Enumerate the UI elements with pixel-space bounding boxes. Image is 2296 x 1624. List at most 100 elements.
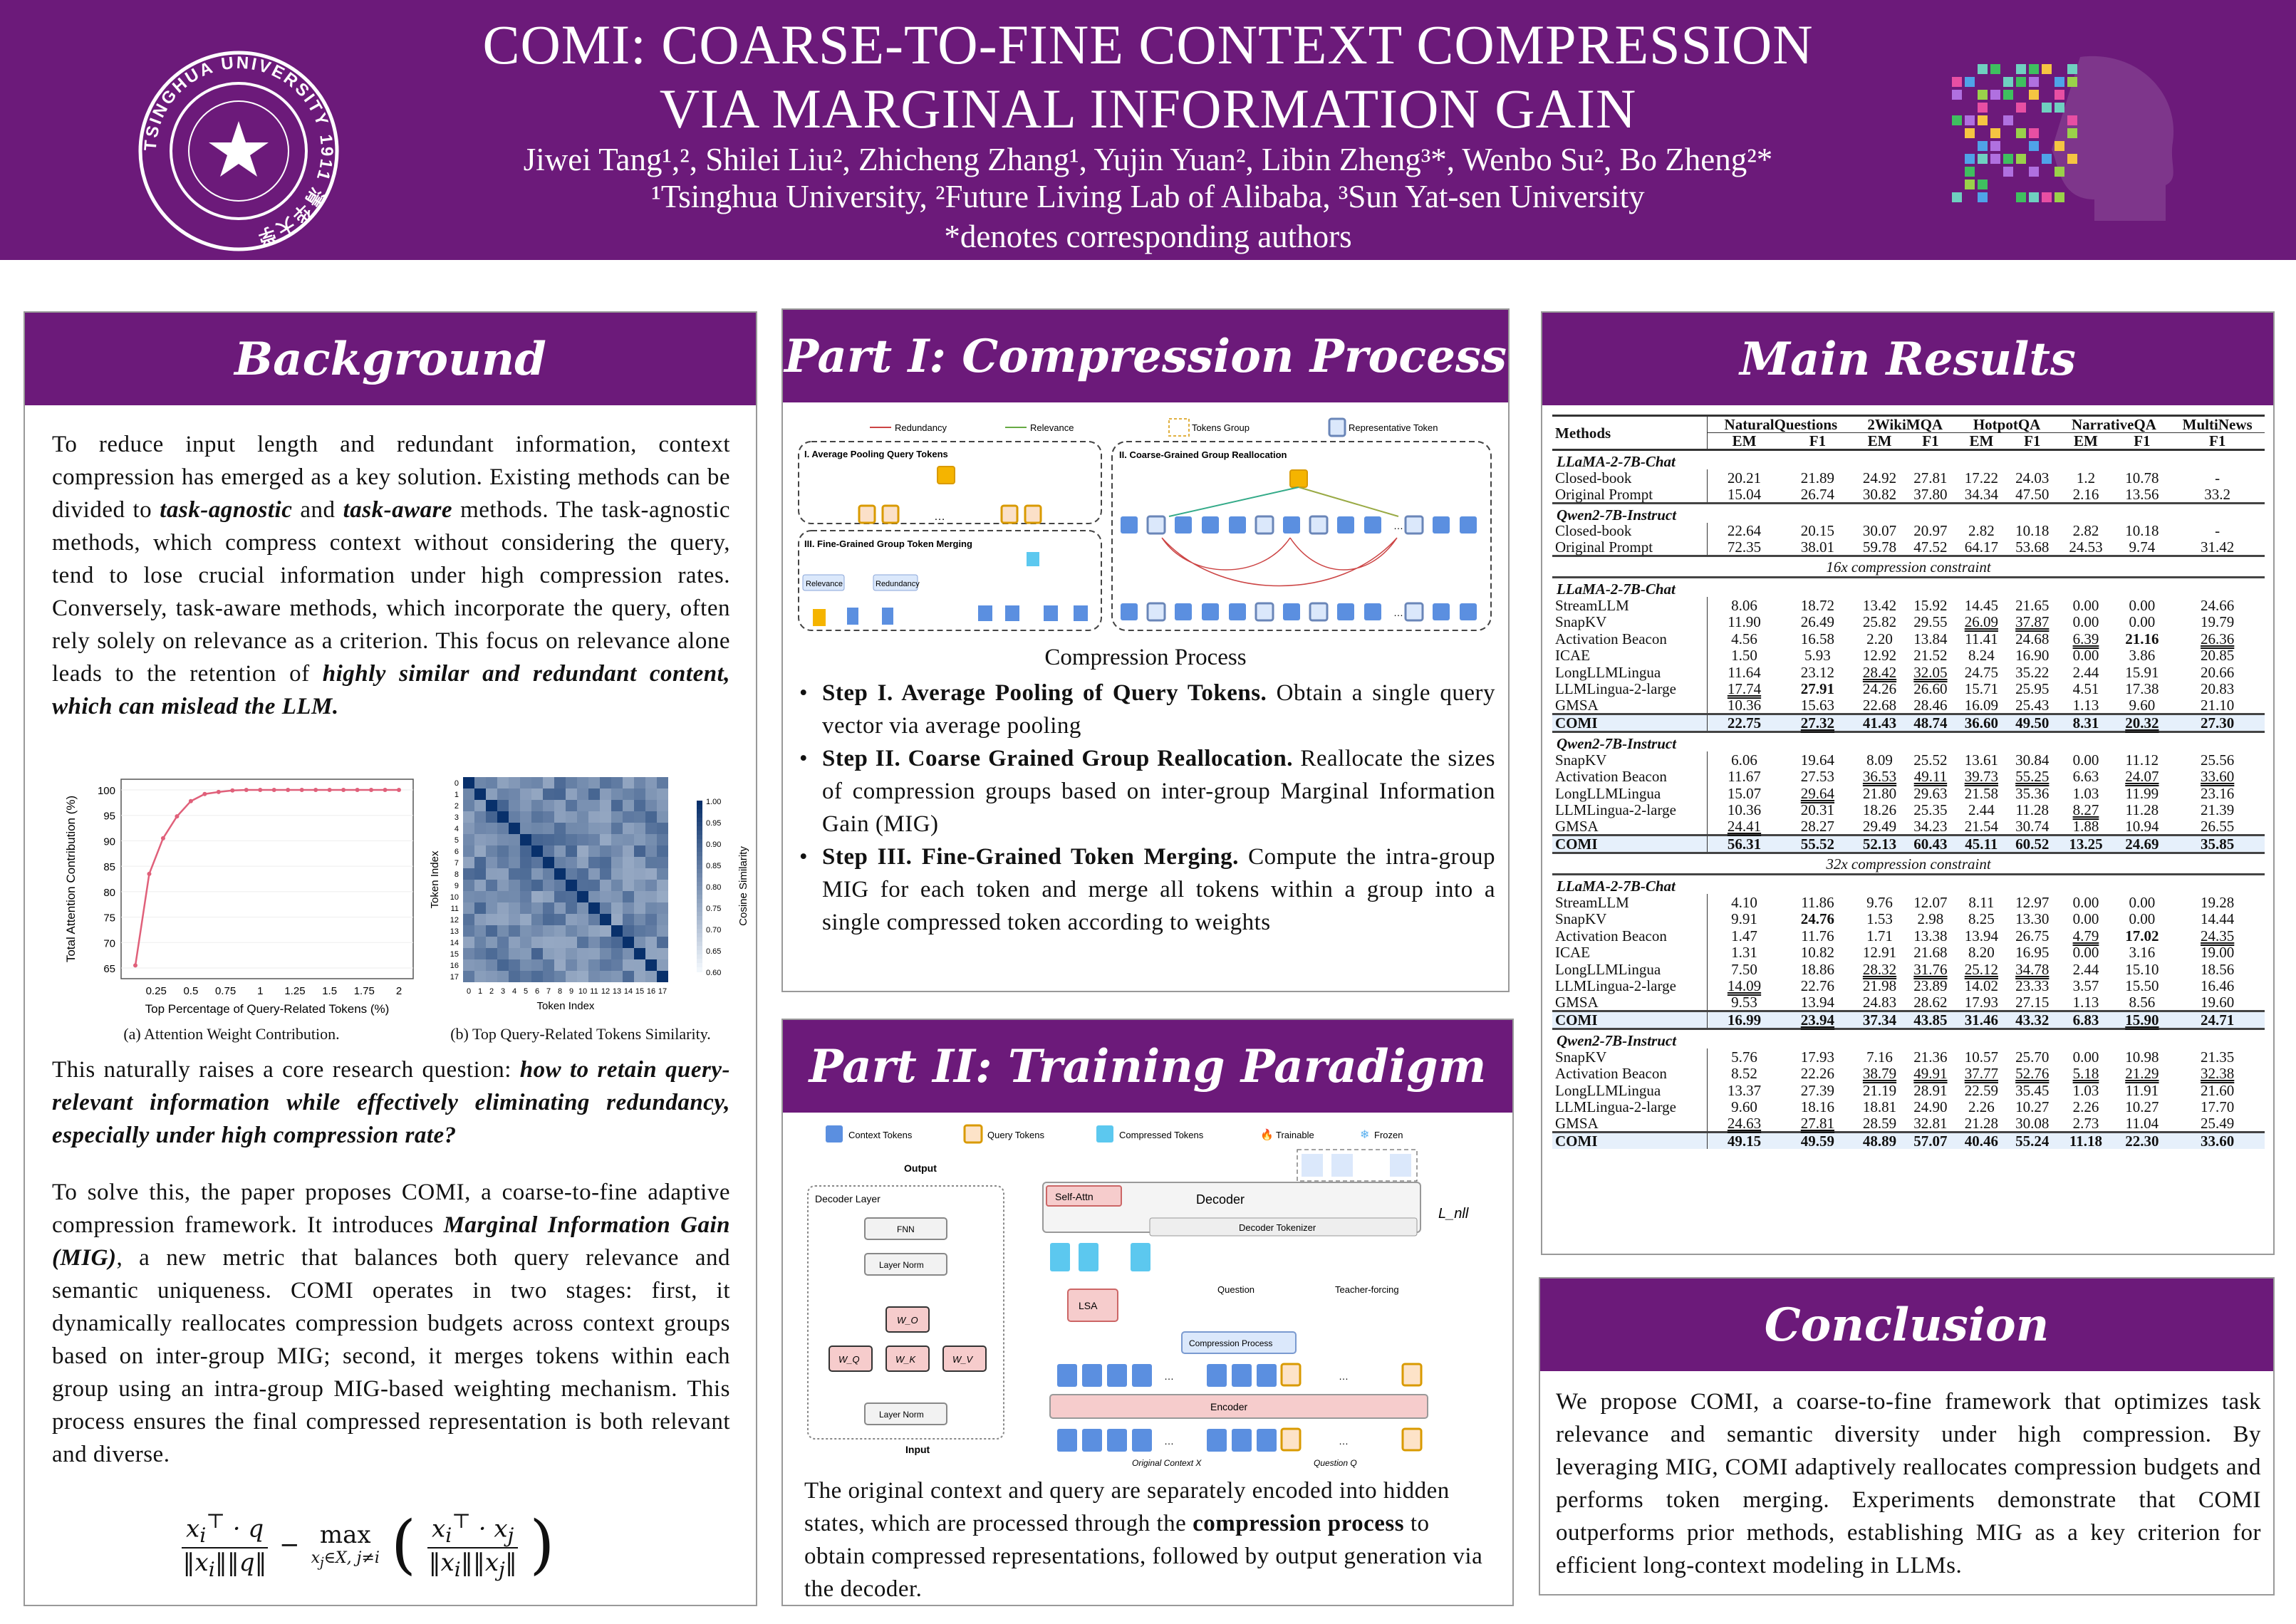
table-cell: 40.46 (1955, 1131, 2007, 1149)
colorbar-segment (697, 878, 702, 883)
svg-text:Compression Process: Compression Process (1189, 1338, 1272, 1348)
heatmap-cell (486, 925, 497, 937)
svg-text:W_O: W_O (897, 1315, 918, 1326)
table-cell: 24.03 (2015, 469, 2050, 486)
table-cell: 25.70 (2015, 1048, 2050, 1066)
table-row: Original Prompt 72.35 38.01 59.78 47.52 64.17… (1552, 539, 2265, 556)
heatmap-cell (566, 902, 577, 914)
x-tick-label: 13 (613, 987, 621, 996)
heatmap-cell (600, 788, 611, 800)
heatmap-cell (531, 777, 543, 788)
table-row: Activation Beacon 8.52 22.26 38.79 49.91 37.7… (1552, 1065, 2265, 1082)
heatmap-cell (554, 971, 566, 982)
table-cell: 0.00 (2072, 751, 2099, 769)
conclusion-panel: Conclusion We propose COMI, a coarse-to-… (1539, 1277, 2275, 1596)
background-panel: Background To reduce input length and re… (24, 311, 757, 1606)
colorbar-segment (697, 903, 702, 908)
table-cell: 7.50 (1731, 960, 1757, 978)
question-q-label: Question Q (1314, 1458, 1357, 1468)
colorbar-segment (697, 873, 702, 878)
table-cell: 9.60 (2129, 697, 2156, 714)
heatmap-cell (600, 845, 611, 857)
heatmap-cell (474, 959, 486, 971)
heatmap-cell (645, 914, 657, 925)
table-row: GMSA 24.63 27.81 28.59 32.81 21.28 30.08 2.73 11… (1552, 1115, 2265, 1133)
table-cell: 1.13 (2072, 697, 2099, 714)
table-cell: 27.53 (1800, 768, 1835, 786)
table-cell: EM (1707, 432, 1782, 451)
table-cell: LLaMA-2-7B-Chat (1557, 453, 1676, 470)
table-cell: 37.87 (2015, 613, 2050, 631)
heatmap-cell (600, 937, 611, 948)
table-row: StreamLLM 4.10 11.86 9.76 12.07 8.11 12.97 0.00… (1552, 894, 2265, 911)
heatmap-cell (497, 788, 509, 800)
heatmap-cell (600, 948, 611, 959)
table-cell: 2.82 (2072, 522, 2099, 540)
table-cell: 16.90 (2015, 647, 2050, 665)
table-cell: 25.43 (2015, 697, 2050, 714)
table-cell: 21.52 (1913, 647, 1948, 665)
table-cell: 26.09 (1964, 613, 1998, 631)
heatmap-cell (509, 868, 520, 880)
table-cell: 28.46 (1913, 697, 1948, 714)
x-tick-label: 16 (647, 987, 655, 996)
table-cell: 23.12 (1800, 663, 1835, 681)
table-cell: 2.26 (1968, 1098, 1995, 1116)
colorbar-segment (697, 929, 702, 934)
table-cell: 34.23 (1913, 818, 1948, 835)
heatmap-cell (486, 811, 497, 823)
heatmap-cell (657, 925, 668, 937)
table-cell: 0.00 (2072, 1048, 2099, 1066)
table-cell: 30.84 (2015, 751, 2050, 769)
colorbar-segment (697, 801, 702, 806)
heatmap-cell (509, 971, 520, 982)
colorbar-segment (697, 967, 702, 972)
heatmap-cell (554, 777, 566, 788)
heatmap-cell (566, 845, 577, 857)
heatmap-cell (645, 811, 657, 823)
table-cell: 55.52 (1781, 834, 1854, 853)
heatmap-cell (623, 834, 634, 845)
y-tick-label: 7 (454, 859, 459, 868)
heatmap-cell (634, 857, 645, 868)
table-cell: 14.44 (2201, 910, 2235, 928)
table-row: COMI 16.99 23.94 37.34 43.85 31.46 43.32 6.83 15… (1552, 1010, 2265, 1029)
table-cell: 19.64 (1800, 751, 1835, 769)
table-cell: 35.85 (2170, 834, 2265, 853)
table-cell: 33.60 (2170, 1131, 2265, 1149)
table-cell: 49.11 (1913, 768, 1948, 786)
heatmap-cell (611, 811, 623, 823)
colorbar-segment (697, 920, 702, 925)
y-tick-label: 17 (450, 973, 459, 982)
data-point (230, 788, 235, 793)
table-cell: 21.10 (2201, 697, 2235, 714)
table-cell: 29.64 (1800, 784, 1835, 802)
table-row: Activation Beacon 4.56 16.58 2.20 13.84 11.41… (1552, 630, 2265, 647)
heatmap-cell (497, 880, 509, 891)
y-tick-label: 15 (450, 950, 459, 959)
table-cell: 2.20 (1866, 630, 1893, 647)
table-cell: 15.71 (1964, 680, 1998, 698)
table-cell: 11.41 (1965, 630, 1998, 647)
heatmap-cell (657, 891, 668, 902)
table-row: Qwen2-7B-Instruct (1552, 1028, 2265, 1048)
table-cell: 22.59 (1964, 1081, 1998, 1099)
svg-text:Query Tokens: Query Tokens (987, 1130, 1044, 1140)
table-cell: 29.49 (1862, 818, 1897, 835)
heatmap-cell (645, 948, 657, 959)
heatmap-cell (634, 971, 645, 982)
heatmap-cell (634, 914, 645, 925)
table-cell: 41.43 (1854, 713, 1906, 732)
svg-text:…: … (934, 511, 945, 523)
table-row: Methods NaturalQuestions 2WikiMQA HotpotQA N… (1552, 415, 2265, 451)
table-row: LongLLMLingua 15.07 29.64 21.80 29.63 21.58 35… (1552, 785, 2265, 802)
heatmap-cell (486, 823, 497, 834)
colorbar-segment (697, 865, 702, 870)
table-cell: 4.56 (1731, 630, 1757, 647)
heatmap-cell (497, 891, 509, 902)
table-cell: 53.68 (2015, 538, 2050, 556)
table-cell: 10.78 (2125, 469, 2159, 486)
heatmap-cell (520, 868, 531, 880)
table-cell: 25.56 (2201, 751, 2235, 769)
table-cell: 25.52 (1913, 751, 1948, 769)
